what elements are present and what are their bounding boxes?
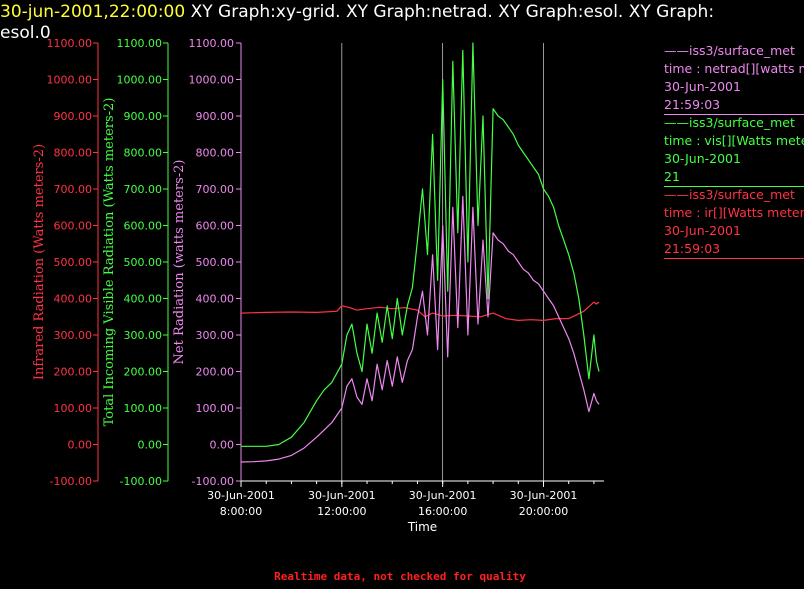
x-tick-time-0: 8:00:00: [220, 505, 262, 518]
legend-entry-line1: time : ir[][Watts meters-2]: [664, 205, 804, 220]
legend-entry-line1: time : netrad[][watts meters-2]: [664, 61, 804, 76]
legend-entry-line3: 21:59:03: [664, 97, 721, 112]
title-timestamp: 30-jun-2001,22:00:00: [0, 2, 186, 22]
y-tick-label-1-1: 1000.00: [117, 74, 163, 87]
y-axis-title-0: Infrared Radiation (Watts meters-2): [32, 144, 47, 380]
y-tick-label-1-11: 0.00: [138, 439, 163, 452]
y-tick-label-2-9: 200.00: [196, 366, 235, 379]
title-line2: esol.0: [0, 23, 51, 43]
series-line-net: [240, 195, 600, 463]
x-tick-time-1: 12:00:00: [317, 505, 366, 518]
y-tick-label-0-8: 300.00: [54, 329, 93, 342]
legend-entry-name: ——iss3/surface_met: [664, 115, 795, 130]
series-line-vis: [241, 42, 600, 447]
y-axis-title-2: Net Radiation (watts meters-2): [172, 160, 187, 365]
y-tick-label-0-11: 0.00: [68, 439, 93, 452]
y-tick-label-1-3: 800.00: [124, 147, 163, 160]
legend-entry-line1: time : vis[][Watts meters-2]: [664, 133, 804, 148]
legend-entry-line2: 30-Jun-2001: [664, 223, 741, 238]
series-line-ir: [240, 301, 600, 321]
legend-entry-name: ——iss3/surface_met: [664, 43, 795, 58]
legend-entry-line3: 21: [664, 169, 680, 184]
y-tick-label-1-10: 100.00: [124, 402, 163, 415]
graph-title: 30-jun-2001,22:00:00 XY Graph:xy-grid. X…: [0, 2, 800, 44]
y-tick-label-2-4: 700.00: [196, 183, 235, 196]
legend-separator: [664, 186, 804, 187]
x-tick-date-1: 30-Jun-2001: [308, 489, 376, 502]
legend-separator: [664, 114, 804, 115]
y-tick-label-2-1: 1000.00: [189, 74, 235, 87]
y-tick-label-2-10: 100.00: [196, 402, 235, 415]
x-tick-time-3: 20:00:00: [519, 505, 568, 518]
y-tick-label-1-4: 700.00: [124, 183, 163, 196]
x-tick-date-0: 30-Jun-2001: [207, 489, 275, 502]
legend-entry-name: ——iss3/surface_met: [664, 187, 795, 202]
y-tick-label-0-1: 1000.00: [47, 74, 93, 87]
y-tick-label-0-6: 500.00: [54, 256, 93, 269]
y-tick-label-2-0: 1100.00: [189, 37, 235, 50]
y-tick-label-0-7: 400.00: [54, 293, 93, 306]
y-tick-label-0-3: 800.00: [54, 147, 93, 160]
title-text: XY Graph:xy-grid. XY Graph:netrad. XY Gr…: [185, 2, 715, 22]
y-tick-label-1-12: -100.00: [120, 475, 162, 488]
y-tick-label-2-5: 600.00: [196, 220, 235, 233]
y-tick-label-1-8: 300.00: [124, 329, 163, 342]
legend-entry-line2: 30-Jun-2001: [664, 151, 741, 166]
x-tick-time-2: 16:00:00: [418, 505, 467, 518]
y-tick-label-2-3: 800.00: [196, 147, 235, 160]
y-tick-label-0-4: 700.00: [54, 183, 93, 196]
y-tick-label-2-12: -100.00: [192, 475, 234, 488]
y-tick-label-0-12: -100.00: [50, 475, 92, 488]
quality-note: Realtime data, not checked for quality: [274, 570, 526, 583]
y-axis-title-1: Total Incoming Visible Radiation (Watts …: [102, 98, 117, 427]
legend-separator: [664, 258, 804, 259]
y-tick-label-2-11: 0.00: [210, 439, 235, 452]
y-tick-label-0-2: 900.00: [54, 110, 93, 123]
y-tick-label-1-2: 900.00: [124, 110, 163, 123]
y-tick-label-2-6: 500.00: [196, 256, 235, 269]
y-tick-label-0-10: 100.00: [54, 402, 93, 415]
x-axis-title: Time: [407, 520, 437, 534]
legend-entry-line2: 30-Jun-2001: [664, 79, 741, 94]
y-tick-label-2-7: 400.00: [196, 293, 235, 306]
y-tick-label-1-7: 400.00: [124, 293, 163, 306]
y-tick-label-1-6: 500.00: [124, 256, 163, 269]
y-tick-label-0-9: 200.00: [54, 366, 93, 379]
y-tick-label-1-0: 1100.00: [117, 37, 163, 50]
x-tick-date-3: 30-Jun-2001: [510, 489, 578, 502]
y-tick-label-1-5: 600.00: [124, 220, 163, 233]
y-tick-label-0-5: 600.00: [54, 220, 93, 233]
y-tick-label-0-0: 1100.00: [47, 37, 93, 50]
y-tick-label-2-8: 300.00: [196, 329, 235, 342]
legend-entry-line3: 21:59:03: [664, 241, 721, 256]
y-tick-label-1-9: 200.00: [124, 366, 163, 379]
y-tick-label-2-2: 900.00: [196, 110, 235, 123]
x-tick-date-2: 30-Jun-2001: [409, 489, 477, 502]
